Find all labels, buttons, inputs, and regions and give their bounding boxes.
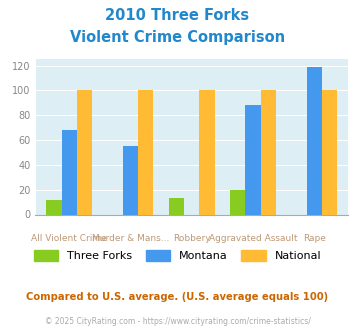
Bar xyxy=(230,190,245,214)
Text: Violent Crime Comparison: Violent Crime Comparison xyxy=(70,30,285,45)
Bar xyxy=(46,200,61,215)
Text: Robbery: Robbery xyxy=(173,234,211,243)
Bar xyxy=(123,146,138,214)
Legend: Three Forks, Montana, National: Three Forks, Montana, National xyxy=(28,244,327,267)
Text: 2010 Three Forks: 2010 Three Forks xyxy=(105,8,250,23)
Bar xyxy=(61,130,77,214)
Bar xyxy=(245,105,261,214)
Bar xyxy=(138,90,153,214)
Bar xyxy=(322,90,337,214)
Text: Compared to U.S. average. (U.S. average equals 100): Compared to U.S. average. (U.S. average … xyxy=(26,292,329,302)
Bar xyxy=(77,90,92,214)
Text: All Violent Crime: All Violent Crime xyxy=(31,234,107,243)
Text: © 2025 CityRating.com - https://www.cityrating.com/crime-statistics/: © 2025 CityRating.com - https://www.city… xyxy=(45,317,310,326)
Bar xyxy=(200,90,215,214)
Text: Aggravated Assault: Aggravated Assault xyxy=(209,234,297,243)
Text: Rape: Rape xyxy=(303,234,326,243)
Bar xyxy=(261,90,276,214)
Bar xyxy=(307,67,322,214)
Bar xyxy=(169,198,184,214)
Text: Murder & Mans...: Murder & Mans... xyxy=(92,234,169,243)
